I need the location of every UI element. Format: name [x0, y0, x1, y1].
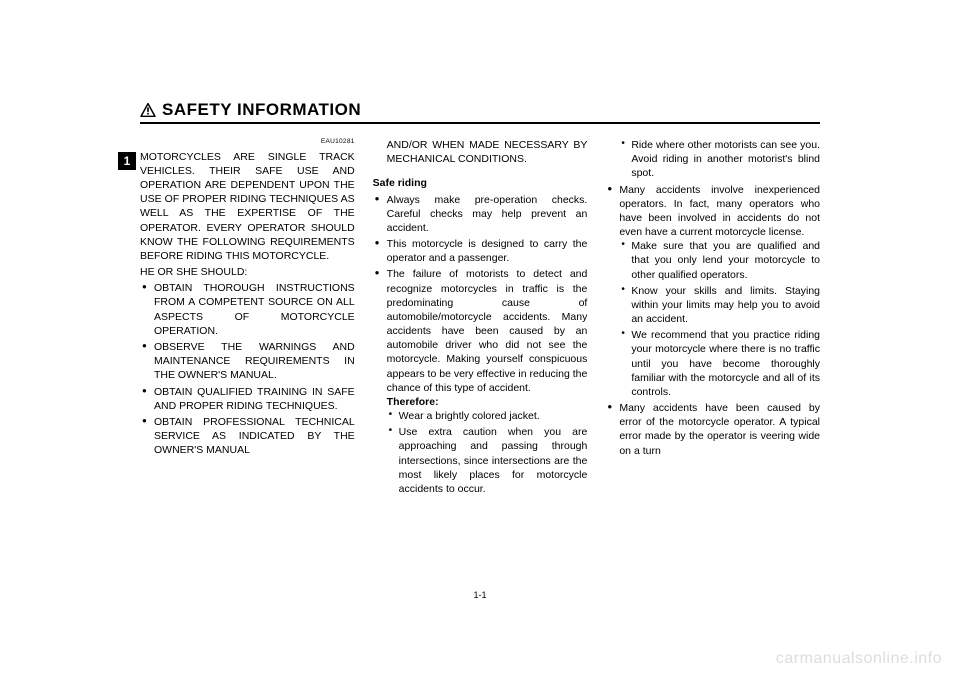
sublist-item: Use extra caution when you are approachi… — [387, 425, 588, 496]
license-sublist: Make sure that you are qualified and tha… — [619, 239, 820, 399]
list-item-text: The failure of motorists to detect and r… — [387, 268, 588, 393]
should-list: OBTAIN THOROUGH INSTRUCTIONS FROM A COMP… — [140, 281, 355, 457]
sublist-item: Wear a brightly colored jacket. — [387, 409, 588, 423]
therefore-sublist: Wear a brightly colored jacket. Use extr… — [387, 409, 588, 496]
safe-riding-heading: Safe riding — [373, 176, 588, 190]
column-1: EAU10281 MOTORCYCLES ARE SINGLE TRACK VE… — [140, 138, 355, 498]
safe-riding-list: Always make pre-operation checks. Carefu… — [373, 193, 588, 497]
warning-icon — [140, 103, 156, 117]
column-3: Ride where other motorists can see you. … — [605, 138, 820, 498]
sublist-item: Know your skills and limits. Staying wit… — [619, 284, 820, 327]
column-2: AND/OR WHEN MADE NECESSARY BY MECHANICAL… — [373, 138, 588, 498]
list-item: OBTAIN QUALIFIED TRAINING IN SAFE AND PR… — [140, 385, 355, 413]
manual-page: 1 SAFETY INFORMATION EAU10281 MOTORCYCLE… — [140, 100, 820, 578]
list-item: OBTAIN THOROUGH INSTRUCTIONS FROM A COMP… — [140, 281, 355, 338]
page-number: 1-1 — [140, 590, 820, 600]
body-columns: EAU10281 MOTORCYCLES ARE SINGLE TRACK VE… — [140, 138, 820, 498]
sublist-item: We recommend that you practice riding yo… — [619, 328, 820, 399]
list-item: Many accidents involve inexperienced ope… — [605, 183, 820, 400]
section-header: SAFETY INFORMATION — [140, 100, 820, 124]
watermark: carmanualsonline.info — [776, 650, 942, 668]
list-item: OBSERVE THE WARNINGS AND MAINTENANCE REQ… — [140, 340, 355, 383]
chapter-tab: 1 — [118, 152, 136, 170]
therefore-label: Therefore: — [387, 395, 588, 409]
continuation-text: AND/OR WHEN MADE NECESSARY BY MECHANICAL… — [373, 138, 588, 166]
section-title: SAFETY INFORMATION — [162, 100, 361, 120]
therefore-sublist-cont: Ride where other motorists can see you. … — [605, 138, 820, 181]
list-item: Always make pre-operation checks. Carefu… — [373, 193, 588, 236]
intro-paragraph: MOTORCYCLES ARE SINGLE TRACK VEHICLES. T… — [140, 150, 355, 263]
list-item: The failure of motorists to detect and r… — [373, 267, 588, 496]
should-line: HE OR SHE SHOULD: — [140, 265, 355, 279]
sublist-item: Ride where other motorists can see you. … — [619, 138, 820, 181]
doc-id: EAU10281 — [140, 138, 355, 147]
list-item: Many accidents have been caused by error… — [605, 401, 820, 458]
list-item-text: Many accidents involve inexperienced ope… — [619, 184, 820, 239]
safe-riding-list-cont: Many accidents involve inexperienced ope… — [605, 183, 820, 458]
sublist-item: Make sure that you are qualified and tha… — [619, 239, 820, 282]
list-item: This motorcycle is designed to carry the… — [373, 237, 588, 265]
list-item: OBTAIN PROFESSIONAL TECHNICAL SERVICE AS… — [140, 415, 355, 458]
